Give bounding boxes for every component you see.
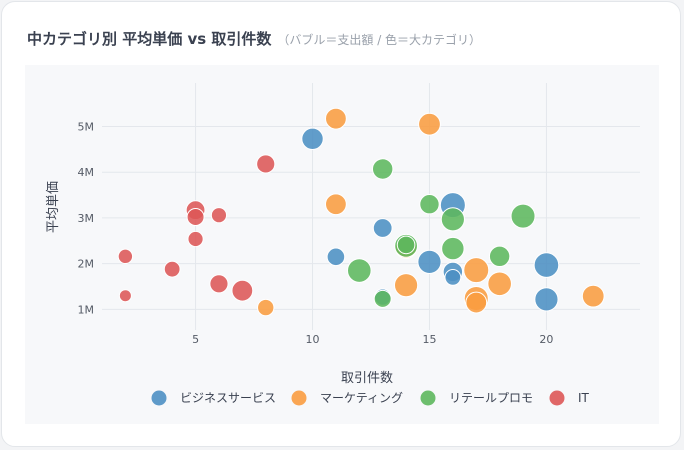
bubble-point[interactable]: [210, 207, 228, 224]
bubbles: [117, 107, 605, 317]
y-tick-label: 2M: [78, 258, 95, 271]
legend-label: リテールプロモ: [449, 391, 533, 405]
x-axis-label: 取引件数: [341, 371, 393, 386]
legend-item[interactable]: ビジネスサービス: [151, 390, 277, 406]
bubble-point[interactable]: [581, 284, 605, 308]
bubble-point[interactable]: [393, 273, 419, 298]
y-tick-label: 3M: [78, 212, 95, 225]
bubble-point[interactable]: [231, 279, 254, 302]
bubble-point[interactable]: [488, 245, 511, 268]
x-tick-label: 10: [306, 333, 320, 346]
bubble-point[interactable]: [372, 218, 393, 238]
legend-label: ビジネスサービス: [180, 391, 276, 405]
bubble-point[interactable]: [440, 207, 465, 232]
legend-item[interactable]: リテールプロモ: [420, 390, 534, 406]
x-tick-label: 20: [539, 333, 553, 346]
y-axis-label: 平均単価: [45, 181, 61, 233]
legend-item[interactable]: IT: [549, 390, 590, 406]
legend-label: マーケティング: [320, 391, 403, 405]
bubble-point[interactable]: [325, 107, 347, 130]
bubble-point[interactable]: [465, 291, 488, 314]
legend-item[interactable]: マーケティング: [291, 390, 404, 406]
bubble-point[interactable]: [418, 112, 441, 136]
bubble-point[interactable]: [117, 248, 134, 265]
x-tick-label: 5: [192, 333, 199, 346]
grid-lines: [102, 83, 640, 330]
bubble-point[interactable]: [396, 235, 416, 255]
x-tick-label: 15: [422, 333, 436, 346]
bubble-point[interactable]: [533, 252, 560, 278]
y-tick-label: 1M: [78, 303, 95, 316]
bubble-point[interactable]: [209, 274, 229, 294]
bubble-point[interactable]: [463, 257, 490, 284]
bubble-point[interactable]: [187, 230, 204, 248]
bubble-point[interactable]: [301, 127, 324, 151]
bubble-point[interactable]: [373, 289, 392, 308]
title-row: 中カテゴリ別 平均単価 vs 取引件数 （バブル＝支出額 / 色＝大カテゴリ）: [27, 28, 481, 49]
bubble-point[interactable]: [256, 154, 276, 174]
bubble-point[interactable]: [419, 194, 440, 215]
bubble-point[interactable]: [534, 287, 559, 312]
chart-title: 中カテゴリ別 平均単価 vs 取引件数: [27, 30, 272, 48]
chart-subtitle: （バブル＝支出額 / 色＝大カテゴリ）: [277, 33, 482, 47]
bubble-point[interactable]: [347, 258, 372, 283]
bubble-point[interactable]: [417, 249, 442, 274]
y-tick-label: 5M: [78, 120, 95, 133]
legend-marker: [151, 390, 167, 406]
bubble-point[interactable]: [510, 203, 536, 229]
axes: 5 10 15 20 1M 2M 3M 4M 5M: [78, 120, 554, 346]
legend-label: IT: [578, 391, 590, 405]
bubble-point[interactable]: [444, 268, 462, 286]
legend-marker: [291, 390, 307, 406]
bubble-point[interactable]: [371, 158, 394, 180]
y-tick-label: 4M: [78, 166, 95, 179]
legend-marker: [420, 390, 436, 406]
bubble-point[interactable]: [186, 208, 205, 227]
legend: ビジネスサービス マーケティング リテールプロモ IT: [151, 390, 590, 406]
bubble-point[interactable]: [441, 236, 465, 261]
legend-marker: [549, 390, 565, 406]
bubble-point[interactable]: [257, 298, 275, 317]
bubble-point[interactable]: [326, 247, 346, 267]
bubble-point[interactable]: [325, 193, 347, 216]
bubble-point[interactable]: [163, 260, 181, 278]
bubble-point[interactable]: [487, 271, 512, 297]
bubble-point[interactable]: [118, 289, 132, 303]
